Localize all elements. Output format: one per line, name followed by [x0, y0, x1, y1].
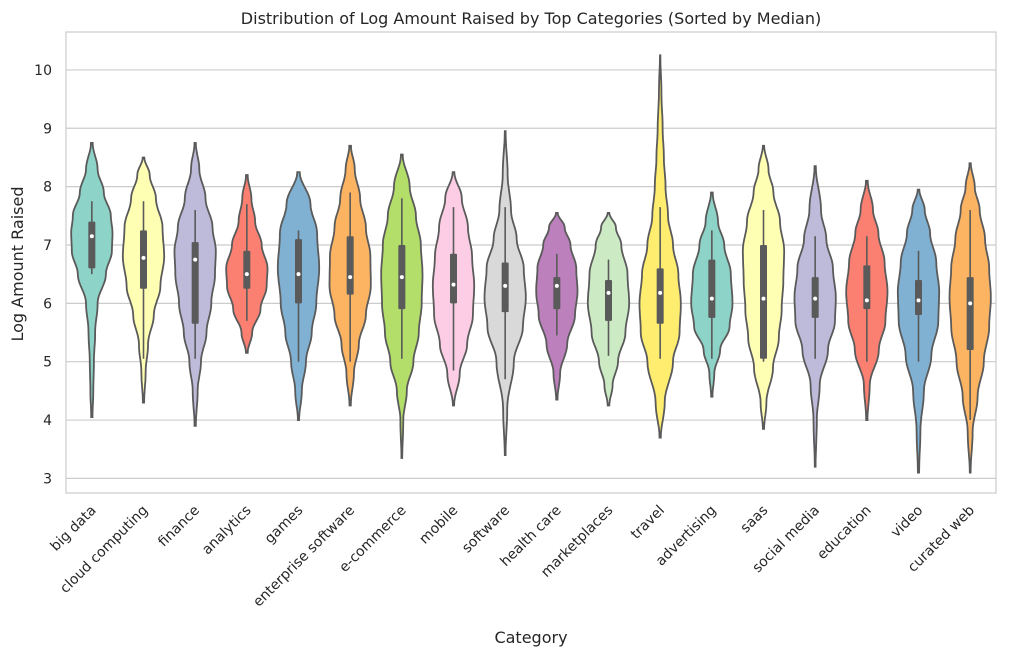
- x-axis-label: Category: [494, 628, 567, 647]
- violin-median: [916, 298, 921, 303]
- violin-iqr-box: [605, 280, 612, 321]
- violin-e-commerce: [380, 153, 424, 459]
- violin-iqr-box: [708, 259, 716, 318]
- chart-title: Distribution of Log Amount Raised by Top…: [241, 9, 821, 28]
- x-tick-label: education: [814, 503, 874, 563]
- violin-iqr-box: [863, 265, 871, 310]
- violin-body: [70, 142, 114, 418]
- violin-iqr-box: [656, 268, 664, 324]
- violin-median: [503, 283, 508, 288]
- x-tick-label: saas: [738, 503, 772, 537]
- violin-median: [606, 290, 611, 295]
- x-tick-label: video: [888, 503, 926, 541]
- violin-enterprise-software: [328, 144, 372, 407]
- violin-median: [296, 272, 301, 277]
- violin-median: [89, 234, 94, 239]
- violin-median: [761, 296, 766, 301]
- violin-median: [864, 298, 869, 303]
- violin-iqr-box: [243, 250, 251, 289]
- violin-median: [554, 283, 559, 288]
- violin-iqr-box: [450, 253, 457, 304]
- violin-iqr-box: [295, 239, 302, 304]
- x-tick-label: analytics: [199, 503, 255, 559]
- violin-games: [276, 171, 321, 421]
- grid-lines: [66, 69, 996, 480]
- violin-iqr-box: [760, 244, 767, 359]
- x-tick-label: games: [262, 503, 307, 548]
- x-tick-label: software: [459, 503, 513, 557]
- y-tick-label: 8: [43, 180, 52, 196]
- x-tick-label: finance: [155, 503, 203, 551]
- x-tick-label: mobile: [416, 503, 461, 548]
- y-tick-label: 4: [43, 413, 52, 429]
- violin-video: [896, 188, 941, 474]
- violin-median: [658, 290, 663, 295]
- violin-median: [193, 257, 198, 262]
- violin-software: [483, 130, 527, 456]
- violin-finance: [173, 142, 217, 427]
- violin-median: [141, 255, 146, 260]
- violin-big-data: [70, 142, 114, 418]
- violin-iqr-box: [191, 242, 199, 324]
- violin-health-care: [535, 212, 579, 401]
- violin-median: [451, 282, 456, 287]
- violin-education: [845, 179, 889, 421]
- violin-marketplaces: [586, 212, 631, 407]
- violin-cloud-computing: [121, 156, 166, 404]
- violin-median: [244, 272, 249, 277]
- y-tick-label: 10: [34, 63, 52, 79]
- violin-travel: [638, 54, 682, 439]
- x-tick-label: travel: [628, 503, 668, 543]
- violin-iqr-box: [88, 221, 96, 269]
- violin-iqr-box: [346, 236, 354, 295]
- x-tick-label: big data: [48, 503, 100, 555]
- violin-median: [968, 301, 973, 306]
- violin-median: [813, 296, 818, 301]
- y-axis-label: Log Amount Raised: [8, 187, 27, 342]
- y-tick-label: 7: [43, 238, 52, 254]
- y-tick-label: 6: [43, 296, 52, 312]
- violin-median: [399, 275, 404, 280]
- y-tick-label: 9: [43, 121, 52, 137]
- violin-saas: [741, 144, 786, 430]
- violin-mobile: [431, 171, 476, 407]
- violin-iqr-box: [966, 277, 974, 351]
- violin-analytics: [225, 174, 269, 354]
- y-axis-ticks: 3 4 5 6 7 8 9 10: [34, 63, 52, 487]
- violin-curated-web: [948, 162, 992, 474]
- x-tick-label: enterprise software: [250, 503, 358, 611]
- x-tick-label: cloud computing: [57, 503, 151, 597]
- violin-median: [348, 275, 353, 280]
- violin-median: [709, 296, 714, 301]
- violin-iqr-box: [915, 280, 922, 316]
- plot-frame: [65, 31, 997, 494]
- violin-social-media: [793, 165, 837, 468]
- violin-iqr-box: [553, 277, 561, 310]
- y-tick-label: 3: [43, 471, 52, 487]
- violin-advertising: [690, 191, 734, 398]
- violins: [70, 54, 992, 474]
- y-tick-label: 5: [43, 355, 52, 371]
